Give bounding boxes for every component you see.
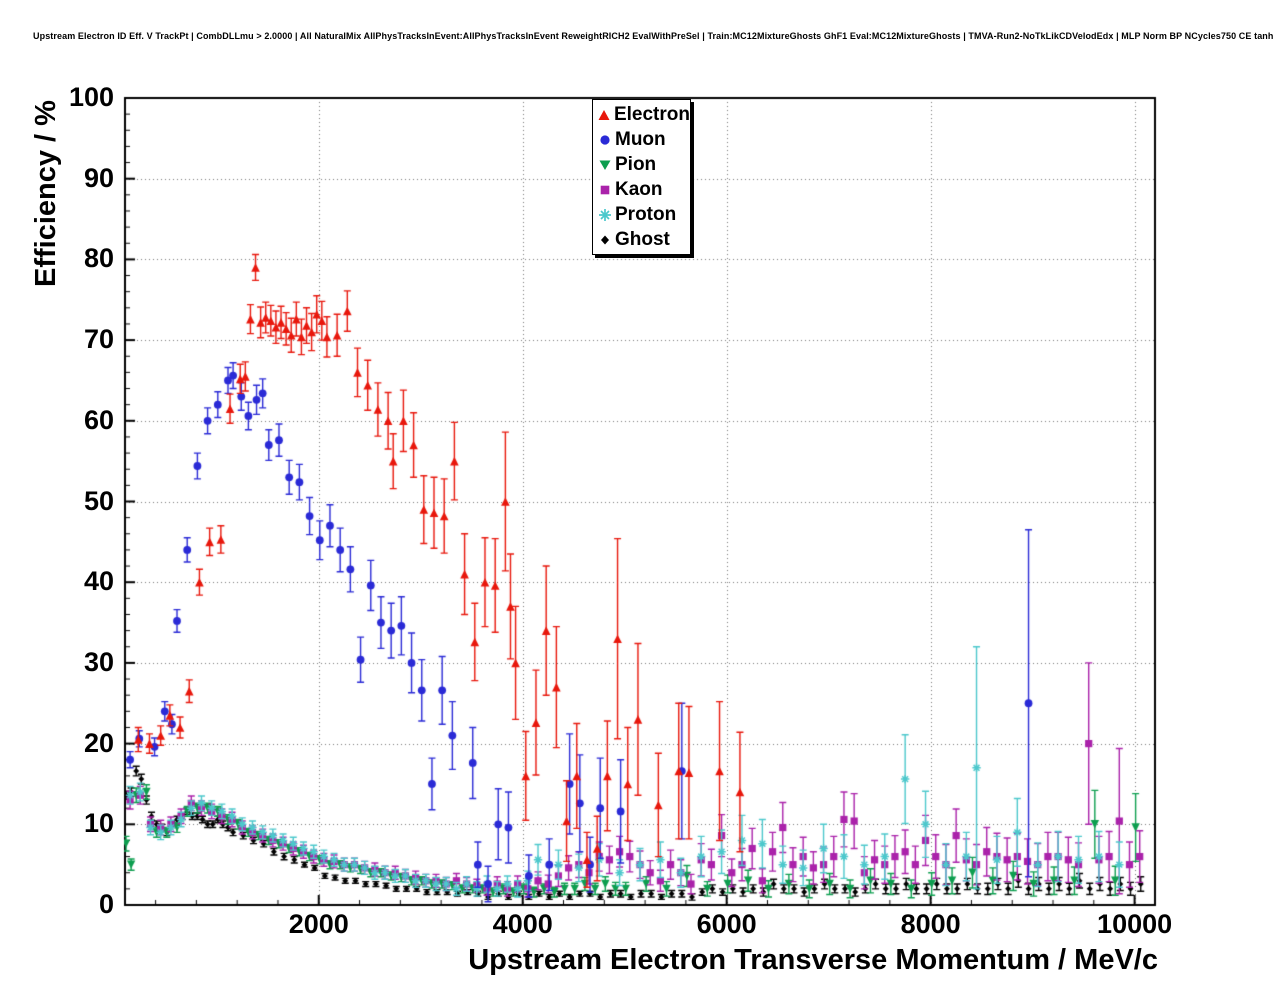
y-tick-label: 70 bbox=[83, 324, 114, 355]
y-tick-label: 10 bbox=[83, 808, 114, 839]
legend-item-pion: Pion bbox=[596, 152, 690, 177]
legend-label: Kaon bbox=[615, 178, 663, 200]
y-tick-label: 80 bbox=[83, 243, 114, 274]
legend-label: Muon bbox=[615, 128, 666, 150]
x-tick-label: 8000 bbox=[900, 909, 961, 939]
ghost-marker-icon bbox=[596, 233, 613, 247]
y-tick-label: 0 bbox=[98, 889, 114, 919]
y-tick-label: 90 bbox=[83, 162, 114, 193]
y-tick-label: 40 bbox=[83, 566, 114, 597]
legend-label: Ghost bbox=[615, 228, 670, 250]
y-tick-label: 100 bbox=[68, 82, 114, 112]
legend-item-ghost: Ghost bbox=[596, 227, 690, 252]
muon-marker-icon bbox=[596, 133, 613, 147]
legend-label: Electron bbox=[613, 103, 690, 125]
x-tick-label: 6000 bbox=[696, 909, 757, 939]
x-axis-label: Upstream Electron Transverse Momentum / … bbox=[468, 944, 1158, 976]
x-tick-label: 2000 bbox=[288, 909, 349, 939]
electron-marker-icon bbox=[596, 108, 612, 122]
y-tick-label: 50 bbox=[83, 485, 114, 516]
legend-item-muon: Muon bbox=[596, 127, 690, 152]
legend-label: Pion bbox=[615, 153, 657, 175]
y-tick-label: 60 bbox=[83, 404, 114, 435]
legend-item-electron: Electron bbox=[596, 102, 690, 127]
y-tick-label: 20 bbox=[83, 727, 114, 758]
proton-marker-icon bbox=[596, 208, 613, 222]
pion-marker-icon bbox=[596, 158, 613, 172]
x-tick-label: 4000 bbox=[492, 909, 553, 939]
legend-item-proton: Proton bbox=[596, 202, 690, 227]
legend: Electron Muon Pion Kaon Proton bbox=[592, 99, 691, 255]
legend-label: Proton bbox=[615, 203, 677, 225]
kaon-marker-icon bbox=[596, 183, 613, 197]
x-tick-label: 10000 bbox=[1097, 909, 1173, 939]
y-tick-label: 30 bbox=[83, 646, 114, 677]
legend-item-kaon: Kaon bbox=[596, 177, 690, 202]
